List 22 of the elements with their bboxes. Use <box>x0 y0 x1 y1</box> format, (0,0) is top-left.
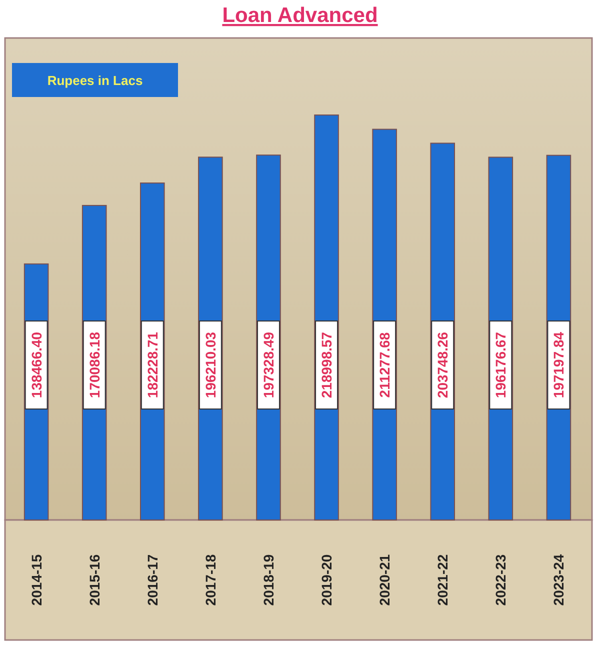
x-tick-label: 2017-18 <box>202 554 218 606</box>
text: Rupees in Lacs <box>47 73 143 88</box>
data-label: 196210.03 <box>202 332 218 398</box>
data-label: 197328.49 <box>260 332 276 398</box>
chart-title: Loan Advanced <box>222 4 378 27</box>
data-label: 182228.71 <box>144 332 160 398</box>
x-tick-label: 2022-23 <box>492 554 509 606</box>
data-label: 203748.26 <box>434 332 451 398</box>
data-label: 211277.68 <box>376 332 393 398</box>
data-label: 138466.40 <box>28 332 44 398</box>
x-tick-label: 2018-19 <box>260 554 276 606</box>
x-tick-label: 2015-16 <box>86 554 102 606</box>
data-label: 170086.18 <box>86 332 102 398</box>
data-label: 196176.67 <box>492 332 509 398</box>
x-tick-label: 2014-15 <box>28 554 44 606</box>
x-tick-label: 2019-20 <box>318 554 335 606</box>
data-label: 218998.57 <box>318 332 335 398</box>
x-tick-label: 2021-22 <box>434 554 451 606</box>
x-tick-label: 2023-24 <box>550 554 567 606</box>
data-label: 197197.84 <box>550 332 567 398</box>
x-tick-label: 2016-17 <box>144 554 160 606</box>
x-tick-label: 2020-21 <box>376 554 393 606</box>
